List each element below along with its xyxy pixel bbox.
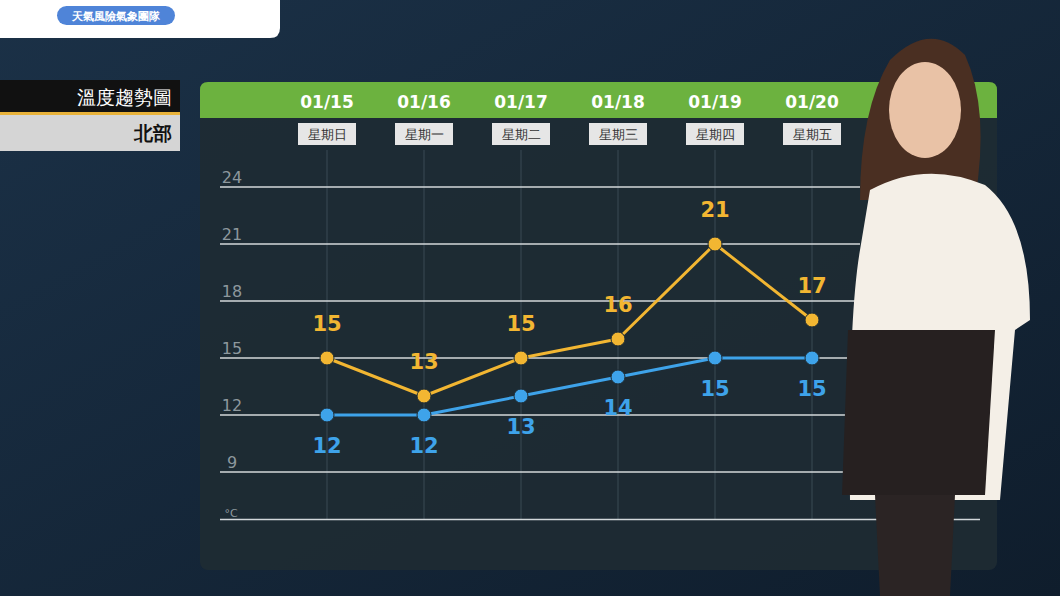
date-label: 01/17	[494, 92, 548, 112]
series-marker	[805, 313, 819, 327]
series-marker	[514, 389, 528, 403]
series-marker	[708, 237, 722, 251]
y-tick-label: 18	[222, 282, 242, 301]
category-guide	[424, 150, 425, 520]
top-tab	[0, 0, 280, 38]
series-line	[327, 358, 812, 415]
series-marker	[514, 351, 528, 365]
y-tick-label: 12	[222, 396, 242, 415]
date-label: 01/18	[591, 92, 645, 112]
weekday-label: 星期日	[308, 127, 347, 142]
data-label: 12	[312, 434, 341, 458]
title-box	[0, 80, 180, 112]
data-label: 15	[797, 377, 826, 401]
subtitle-box	[0, 115, 180, 151]
grid-line	[220, 414, 860, 415]
data-label: 21	[700, 198, 729, 222]
weekday-label: 星期二	[502, 127, 541, 142]
series-marker	[417, 389, 431, 403]
weekday-label: 星期五	[793, 127, 832, 142]
title: 溫度趨勢圖	[77, 86, 172, 108]
data-label: 13	[506, 415, 535, 439]
y-tick-label: 9	[227, 453, 237, 472]
presenter-skirt	[842, 330, 995, 495]
series-line	[327, 244, 812, 396]
data-label: 14	[603, 396, 632, 420]
date-label: 01/20	[785, 92, 839, 112]
presenter-face	[889, 62, 961, 158]
data-label: 13	[409, 350, 438, 374]
weekday-label: 星期四	[696, 127, 735, 142]
grid-line	[220, 471, 860, 472]
weekday-label: 星期一	[405, 127, 444, 142]
series-marker	[320, 408, 334, 422]
badge-text: 天氣風險氣象團隊	[71, 10, 161, 23]
date-label: 01/16	[397, 92, 451, 112]
weekday-box	[492, 123, 550, 145]
badge-pill	[57, 6, 175, 25]
series-marker	[417, 408, 431, 422]
weekday-box	[783, 123, 841, 145]
series-marker	[320, 351, 334, 365]
series-marker	[611, 370, 625, 384]
date-label: 01/19	[688, 92, 742, 112]
series-marker	[805, 351, 819, 365]
y-tick-label: 15	[222, 339, 242, 358]
data-label: 12	[409, 434, 438, 458]
series-group	[320, 237, 819, 422]
y-unit: °C	[224, 507, 238, 520]
data-label: 15	[506, 312, 535, 336]
weekday-box	[686, 123, 744, 145]
title-underline	[0, 112, 180, 115]
data-label: 15	[700, 377, 729, 401]
axis-line	[220, 519, 980, 520]
weekday-box	[298, 123, 356, 145]
background	[0, 0, 1060, 596]
presenter-legs	[875, 495, 955, 596]
data-label: 16	[603, 293, 632, 317]
weekday-label: 星期三	[599, 127, 638, 142]
grid-line	[220, 243, 860, 244]
data-label: 17	[797, 274, 826, 298]
grid-line	[220, 300, 860, 301]
series-marker	[708, 351, 722, 365]
y-tick-label: 21	[222, 225, 242, 244]
data-labels: 15 13 15 16 21 17 12 12 13 14 15 15	[312, 198, 826, 458]
data-label: 15	[312, 312, 341, 336]
canvas: 天氣風險氣象團隊溫度趨勢圖北部 01/15 星期日 01/16 星期一 01/17 星期二 0…	[0, 0, 1060, 596]
weekday-box	[589, 123, 647, 145]
date-label: 01/15	[300, 92, 354, 112]
subtitle: 北部	[133, 122, 172, 144]
weekday-box	[395, 123, 453, 145]
series-marker	[611, 332, 625, 346]
presenter	[842, 39, 1030, 596]
y-tick-label: 24	[222, 168, 242, 187]
category-guide	[812, 150, 813, 520]
grid-line	[220, 186, 860, 187]
